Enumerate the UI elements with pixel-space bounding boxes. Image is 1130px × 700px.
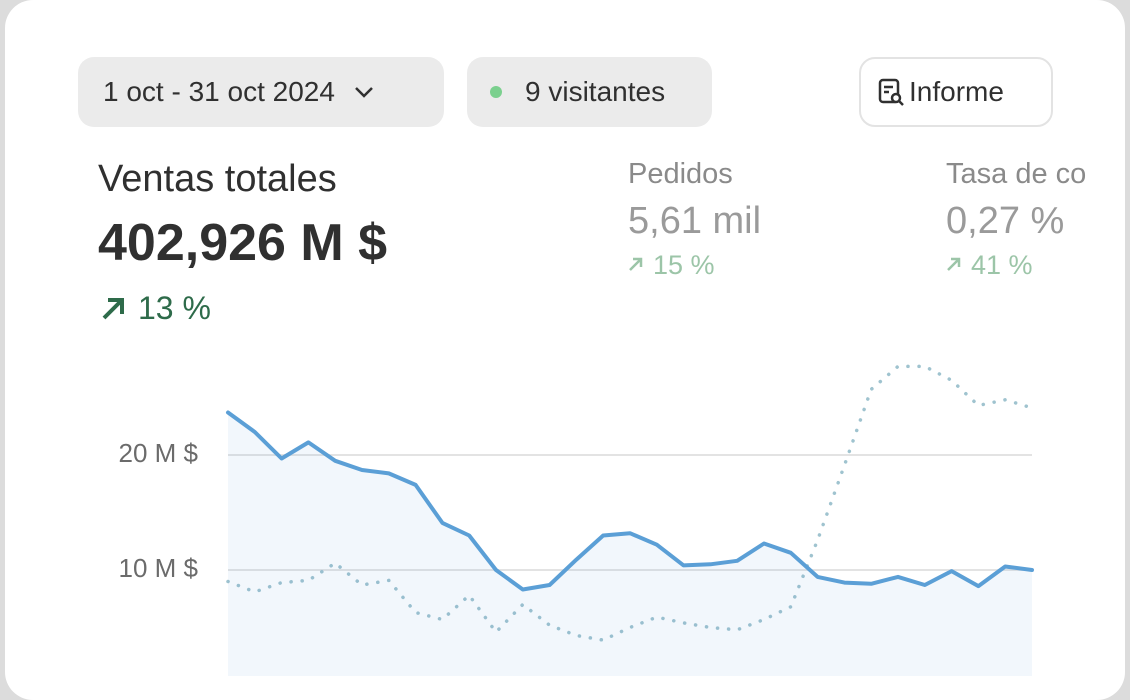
- area: [228, 412, 1032, 676]
- metric-value: 0,27 %: [946, 200, 1065, 242]
- y-tick-label: 20 M $: [119, 438, 199, 468]
- chart: 10 M $ 20 M $: [119, 364, 1034, 676]
- series-line: [226, 410, 1034, 592]
- series-line: [226, 364, 1034, 642]
- report-button[interactable]: Informe: [859, 57, 1053, 127]
- up-arrow: [629, 257, 643, 271]
- metric-label: Pedidos: [628, 158, 733, 190]
- visitors-pill[interactable]: 9 visitantes: [467, 57, 712, 127]
- visitors: 9 visitantes: [525, 76, 666, 107]
- y-tick-label: 10 M $: [119, 553, 199, 583]
- metric-change: 13 %: [138, 290, 211, 326]
- metric-label: Ventas totales: [98, 158, 337, 200]
- chevron-icon: [355, 87, 373, 98]
- date-picker[interactable]: 1 oct - 31 oct 2024: [78, 57, 444, 127]
- up-arrow: [102, 298, 124, 320]
- metric-value: 402,926 M $: [98, 214, 388, 272]
- live-dot: [490, 86, 502, 98]
- metric-change: 41 %: [971, 250, 1033, 280]
- card: 10 M $ 20 M $ 1 oct - 31 oct 2024 9 visit…: [5, 0, 1125, 700]
- up-arrow: [947, 257, 961, 271]
- report-icon: [878, 78, 904, 106]
- page: 10 M $ 20 M $ 1 oct - 31 oct 2024 9 visit…: [5, 0, 1125, 700]
- metric-change: 15 %: [653, 250, 715, 280]
- report-label: Informe: [909, 76, 1004, 107]
- metric-value: 5,61 mil: [628, 200, 762, 242]
- date-range: 1 oct - 31 oct 2024: [103, 76, 335, 107]
- metric-label: Tasa de co: [946, 158, 1087, 190]
